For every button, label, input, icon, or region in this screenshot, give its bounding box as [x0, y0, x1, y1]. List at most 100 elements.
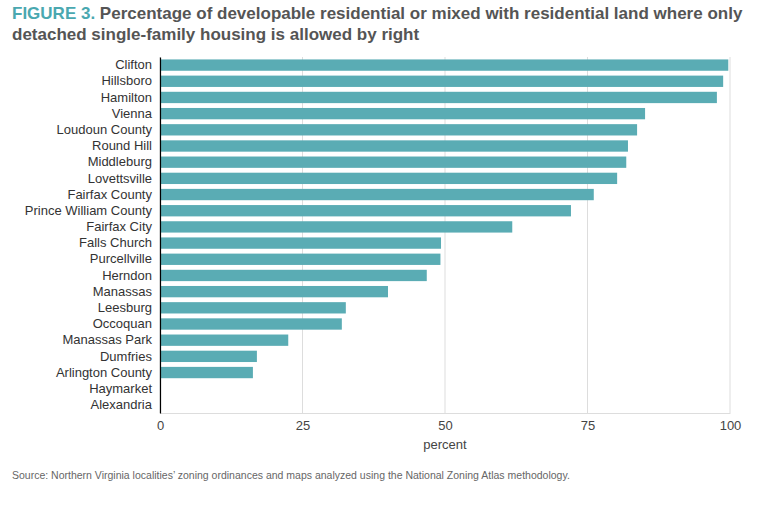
y-tick-label: Falls Church [79, 235, 152, 250]
title-word: mixed [427, 4, 481, 23]
bar [160, 318, 342, 329]
bar [160, 140, 628, 151]
title-word: 3. [76, 4, 95, 23]
title-word: is [266, 25, 285, 44]
title-word: or [405, 4, 427, 23]
y-tick-label: Loudoun County [57, 122, 153, 137]
y-tick-label: Purcellville [90, 251, 152, 266]
grid-line [730, 57, 731, 413]
bar [160, 108, 645, 119]
title-word: FIGURE [12, 4, 76, 23]
title: FIGURE 3. Percentage of developable resi… [12, 4, 743, 44]
source-note: Source: Northern Virginia localities’ zo… [12, 469, 570, 481]
bar [160, 351, 257, 362]
y-tick-label: Round Hill [92, 138, 152, 153]
x-tick: 0 [157, 413, 164, 433]
y-tick-label: Fairfax County [67, 187, 152, 202]
y-tick-label: Haymarket [89, 381, 152, 396]
y-tick: Falls Church [79, 235, 160, 250]
y-axis: CliftonHillsboro HamiltonViennaLoudoun Co… [25, 57, 161, 413]
title-word: of [192, 4, 213, 23]
title-word: single-family [87, 25, 196, 44]
y-tick: Vienna [112, 106, 160, 121]
y-tick: Middleburg [88, 154, 160, 169]
title-word: allowed [285, 25, 352, 44]
bar [160, 157, 626, 168]
title-word: land [609, 4, 649, 23]
title-word: only [703, 4, 743, 23]
title-word: detached [12, 25, 87, 44]
title-line: FIGURE 3. Percentage of developable resi… [12, 4, 743, 23]
bar [160, 173, 617, 184]
bar [160, 59, 728, 70]
y-tick: Lovettsville [88, 171, 160, 186]
x-tick-label: 50 [438, 418, 452, 433]
y-tick-label: Occoquan [93, 316, 152, 331]
x-tick-label: 75 [581, 418, 595, 433]
bar [160, 270, 427, 281]
y-tick: Purcellville [90, 251, 160, 266]
title-word: by [352, 25, 377, 44]
y-tick: Fairfax City [86, 219, 160, 234]
title-word: where [649, 4, 703, 23]
y-tick: Manassas Park [62, 332, 160, 347]
bars [160, 59, 728, 378]
y-axis-line [160, 58, 161, 414]
y-tick: Prince William County [25, 203, 160, 218]
y-tick-label: Hillsboro [101, 73, 152, 88]
y-tick: Hamilton [101, 90, 160, 105]
grid [160, 57, 730, 413]
y-tick: Clifton [115, 57, 160, 72]
y-tick: Fairfax County [67, 187, 160, 202]
y-tick-label: Herndon [102, 268, 152, 283]
x-axis-line [161, 413, 731, 414]
y-tick-label: Dumfries [100, 349, 153, 364]
y-tick-label: Fairfax City [86, 219, 152, 234]
x-tick-label: 0 [157, 418, 164, 433]
title-word: right [377, 25, 420, 44]
bar [160, 335, 288, 346]
y-tick: Leesburg [98, 300, 160, 315]
y-tick-label: Middleburg [88, 154, 152, 169]
bar [160, 367, 253, 378]
chart: FIGURE 3. Percentage of developable resi… [0, 0, 768, 518]
plot: 0 25 50 75 100 CliftonHillsboro HamiltonVienna… [25, 57, 742, 433]
y-tick: Hillsboro [101, 73, 160, 88]
x-tick: 75 [581, 413, 595, 433]
bar [160, 302, 346, 313]
y-tick-label: Arlington County [56, 365, 153, 380]
grid-line [160, 57, 161, 413]
bar [160, 254, 440, 265]
y-tick: Dumfries [100, 349, 160, 364]
title-word: residential [315, 4, 405, 23]
bar [160, 92, 717, 103]
bar [160, 189, 594, 200]
y-tick-label: Manassas Park [62, 332, 152, 347]
y-tick: Manassas [93, 284, 160, 299]
y-tick: Herndon [102, 268, 160, 283]
x-axis: 0 25 50 75 100 [157, 413, 741, 433]
y-tick-label: Alexandria [91, 397, 153, 412]
title-word: residential [519, 4, 609, 23]
bar [160, 205, 571, 216]
title-word: with [481, 4, 520, 23]
y-tick-label: Manassas [93, 284, 153, 299]
y-tick-label: Clifton [115, 57, 152, 72]
bar [160, 76, 723, 87]
y-tick-label: Hamilton [101, 90, 152, 105]
y-tick: Alexandria [91, 397, 160, 412]
y-tick: Round Hill [92, 138, 160, 153]
title-word: housing [195, 25, 266, 44]
bar [160, 124, 637, 135]
title-word: Percentage [95, 4, 191, 23]
bar [160, 286, 388, 297]
title-line: detached single-family housing is allowe… [12, 25, 419, 44]
y-tick: Occoquan [93, 316, 160, 331]
y-tick-label: Leesburg [98, 300, 152, 315]
y-tick: Arlington County [56, 365, 160, 380]
x-axis-title: percent [423, 437, 467, 452]
x-tick: 25 [296, 413, 310, 433]
x-tick: 100 [720, 413, 742, 433]
y-tick: Loudoun County [57, 122, 160, 137]
x-tick: 50 [438, 413, 452, 433]
